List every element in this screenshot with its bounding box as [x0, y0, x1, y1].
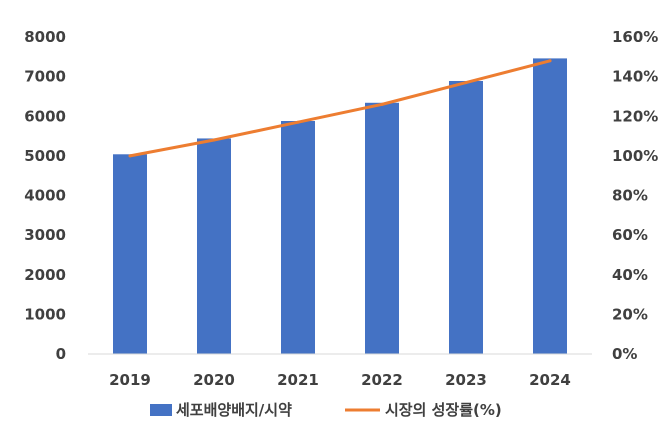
right-axis-tick-label: 120%	[612, 107, 658, 125]
right-axis-tick-label: 0%	[612, 345, 637, 363]
left-axis-tick-label: 6000	[24, 107, 66, 125]
bar-2024	[533, 58, 567, 355]
left-axis-ticks: 0 1000 2000 3000 4000 5000 6000 7000 8000	[24, 28, 66, 363]
x-axis-tick-label: 2022	[361, 371, 403, 389]
bar-2020	[197, 138, 231, 354]
right-axis-tick-label: 20%	[612, 305, 648, 323]
bar-2023	[449, 80, 483, 354]
legend-label-line: 시장의 성장률(%)	[385, 401, 502, 419]
left-axis-tick-label: 7000	[24, 68, 66, 86]
right-axis-tick-label: 160%	[612, 28, 658, 46]
x-axis-tick-label: 2021	[277, 371, 319, 389]
left-axis-tick-label: 4000	[24, 187, 66, 205]
right-axis-tick-label: 100%	[612, 147, 658, 165]
x-axis-tick-label: 2023	[445, 371, 487, 389]
x-axis-tick-label: 2020	[193, 371, 235, 389]
right-axis-tick-label: 80%	[612, 187, 648, 205]
left-axis-tick-label: 5000	[24, 147, 66, 165]
right-axis-tick-label: 140%	[612, 68, 658, 86]
right-axis-tick-label: 60%	[612, 226, 648, 244]
legend: 세포배양배지/시약 시장의 성장률(%)	[150, 401, 502, 419]
bar-2022	[365, 102, 399, 354]
x-axis-ticks: 2019 2020 2021 2022 2023 2024	[109, 371, 571, 389]
legend-label-bars: 세포배양배지/시약	[176, 401, 292, 419]
growth-point-2019	[128, 154, 132, 158]
x-axis-tick-label: 2024	[529, 371, 571, 389]
x-axis-tick-label: 2019	[109, 371, 151, 389]
growth-point-2022	[380, 102, 384, 106]
bar-2021	[281, 121, 315, 354]
bar-2019	[113, 154, 147, 354]
growth-point-2023	[464, 81, 468, 85]
growth-point-2021	[296, 120, 300, 124]
bar-series	[113, 58, 567, 355]
left-axis-tick-label: 0	[56, 345, 66, 363]
left-axis-tick-label: 3000	[24, 226, 66, 244]
left-axis-tick-label: 2000	[24, 266, 66, 284]
growth-rate-line	[128, 59, 552, 158]
left-axis-tick-label: 1000	[24, 305, 66, 323]
growth-point-2020	[212, 138, 216, 142]
right-axis-ticks: 0% 20% 40% 60% 80% 100% 120% 140% 160%	[612, 28, 658, 363]
right-axis-tick-label: 40%	[612, 266, 648, 284]
left-axis-tick-label: 8000	[24, 28, 66, 46]
legend-swatch-bars	[150, 404, 172, 416]
line-series	[128, 59, 552, 158]
growth-point-2024	[548, 59, 552, 63]
